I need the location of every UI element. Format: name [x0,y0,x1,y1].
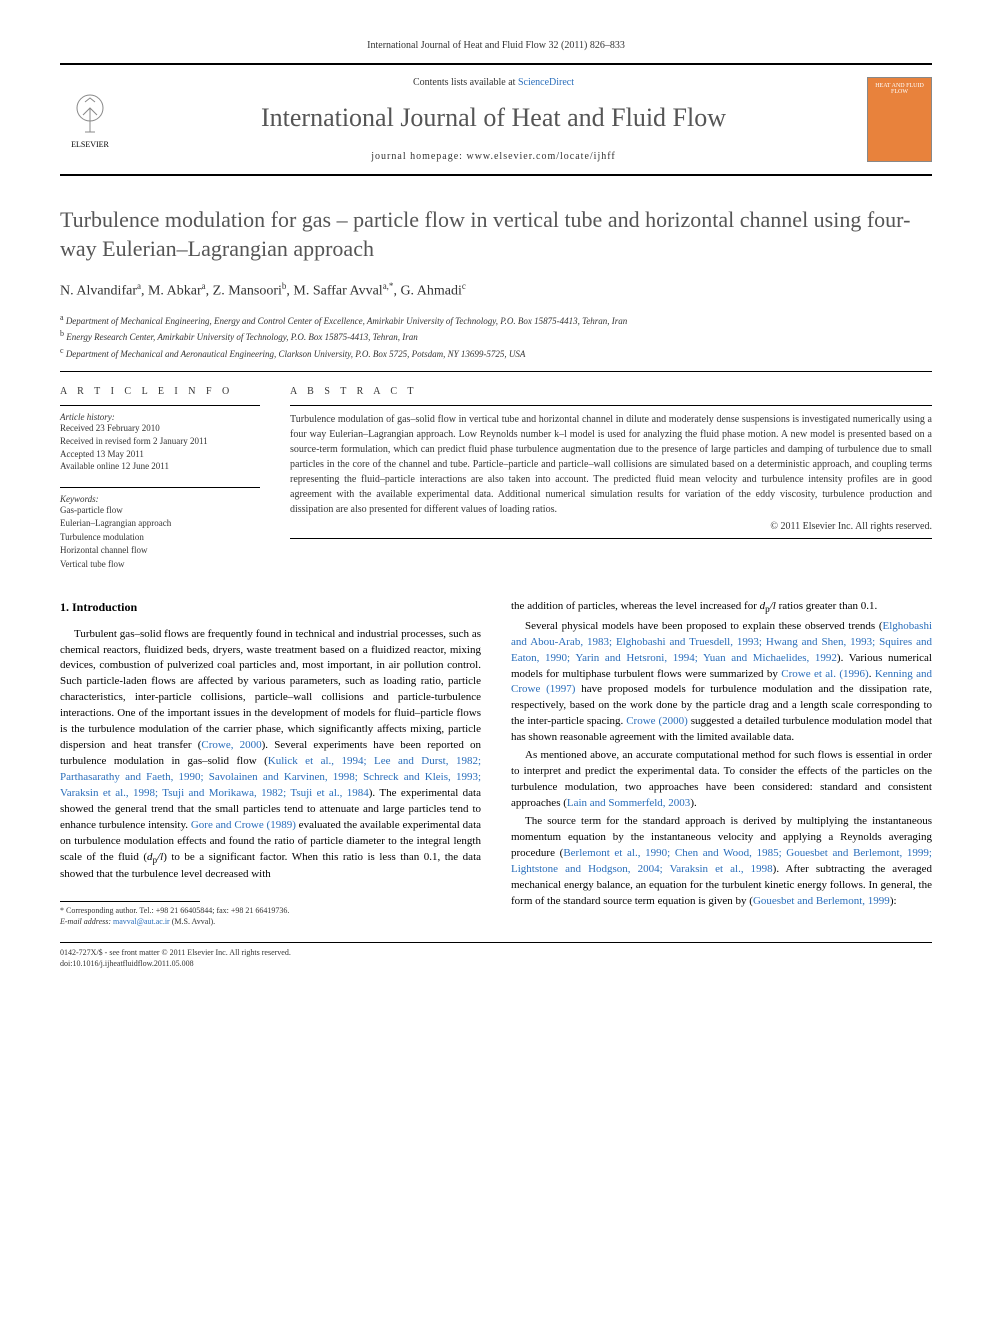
article-info-column: A R T I C L E I N F O Article history: R… [60,386,260,571]
body-text: Several physical models have been propos… [525,620,883,632]
citation-link[interactable]: Crowe et al. (1996) [781,668,868,680]
email-label: E-mail address: [60,917,111,926]
cover-title: HEAT AND FLUID FLOW [871,83,928,95]
header-center: Contents lists available at ScienceDirec… [135,77,852,162]
keywords-label: Keywords: [60,494,260,504]
abstract-divider [290,405,932,406]
affiliations: a Department of Mechanical Engineering, … [60,312,932,362]
citation-link[interactable]: Crowe, 2000 [201,739,261,751]
journal-title: International Journal of Heat and Fluid … [135,103,852,133]
history-list: Received 23 February 2010Received in rev… [60,422,260,472]
history-item: Available online 12 June 2011 [60,460,260,473]
citation-link[interactable]: Lain and Sommerfeld, 2003 [567,797,690,809]
elsevier-logo: ELSEVIER [60,85,120,155]
intro-paragraph-2: Several physical models have been propos… [511,619,932,747]
affiliation-line: a Department of Mechanical Engineering, … [60,312,932,329]
info-divider-2 [60,487,260,488]
body-text: ). [690,797,696,809]
copyright-line: © 2011 Elsevier Inc. All rights reserved… [290,521,932,532]
section-heading-intro: 1. Introduction [60,599,481,616]
doi-line: doi:10.1016/j.ijheatfluidflow.2011.05.00… [60,958,932,969]
keyword-item: Gas-particle flow [60,504,260,518]
left-column: 1. Introduction Turbulent gas–solid flow… [60,599,481,927]
body-text: the addition of particles, whereas the l… [511,600,760,612]
intro-paragraph-3: As mentioned above, an accurate computat… [511,748,932,812]
email-line: E-mail address: mavval@aut.ac.ir (M.S. A… [60,916,481,927]
journal-header: ELSEVIER Contents lists available at Sci… [60,63,932,176]
history-label: Article history: [60,412,260,422]
info-divider [60,405,260,406]
keyword-item: Turbulence modulation [60,531,260,545]
intro-paragraph-1-cont: the addition of particles, whereas the l… [511,599,932,616]
journal-reference: International Journal of Heat and Fluid … [60,40,932,51]
bottom-divider [60,942,932,943]
keyword-item: Horizontal channel flow [60,544,260,558]
history-item: Received 23 February 2010 [60,422,260,435]
email-link[interactable]: mavval@aut.ac.ir [113,917,170,926]
body-text: Turbulent gas–solid flows are frequently… [60,628,481,752]
abstract-text: Turbulence modulation of gas–solid flow … [290,412,932,517]
abstract-bottom-divider [290,538,932,539]
authors-list: N. Alvandifara, M. Abkara, Z. Mansoorib,… [60,281,932,300]
footnote-divider [60,901,200,902]
front-matter-line: 0142-727X/$ - see front matter © 2011 El… [60,947,932,958]
affiliation-line: c Department of Mechanical and Aeronauti… [60,345,932,362]
right-column: the addition of particles, whereas the l… [511,599,932,927]
keyword-item: Eulerian–Lagrangian approach [60,517,260,531]
history-item: Accepted 13 May 2011 [60,448,260,461]
article-info-heading: A R T I C L E I N F O [60,386,260,397]
corresponding-author-footnote: * Corresponding author. Tel.: +98 21 664… [60,905,481,927]
citation-link[interactable]: Gouesbet and Berlemont, 1999 [753,895,890,907]
homepage-url[interactable]: www.elsevier.com/locate/ijhff [466,151,615,162]
corr-author-line: * Corresponding author. Tel.: +98 21 664… [60,905,481,916]
citation-link[interactable]: Gore and Crowe (1989) [191,819,296,831]
intro-paragraph-1: Turbulent gas–solid flows are frequently… [60,627,481,884]
abstract-column: A B S T R A C T Turbulence modulation of… [290,386,932,571]
section-divider [60,371,932,372]
citation-link[interactable]: Crowe (2000) [626,715,688,727]
body-two-columns: 1. Introduction Turbulent gas–solid flow… [60,599,932,927]
sciencedirect-link[interactable]: ScienceDirect [518,77,574,88]
intro-paragraph-4: The source term for the standard approac… [511,814,932,910]
contents-prefix: Contents lists available at [413,77,518,88]
bottom-info: 0142-727X/$ - see front matter © 2011 El… [60,947,932,969]
history-item: Received in revised form 2 January 2011 [60,435,260,448]
affiliation-line: b Energy Research Center, Amirkabir Univ… [60,328,932,345]
body-text: ): [890,895,897,907]
publisher-name: ELSEVIER [71,140,109,149]
email-attribution: (M.S. Avval). [172,917,215,926]
homepage-prefix: journal homepage: [371,151,466,162]
keyword-item: Vertical tube flow [60,558,260,572]
journal-cover-thumbnail: HEAT AND FLUID FLOW [867,77,932,162]
contents-available-line: Contents lists available at ScienceDirec… [135,77,852,88]
abstract-heading: A B S T R A C T [290,386,932,397]
elsevier-tree-icon [65,90,115,140]
journal-homepage-line: journal homepage: www.elsevier.com/locat… [135,151,852,162]
info-abstract-row: A R T I C L E I N F O Article history: R… [60,386,932,571]
article-title: Turbulence modulation for gas – particle… [60,206,932,263]
keywords-list: Gas-particle flowEulerian–Lagrangian app… [60,504,260,572]
body-text: ratios greater than 0.1. [776,600,877,612]
